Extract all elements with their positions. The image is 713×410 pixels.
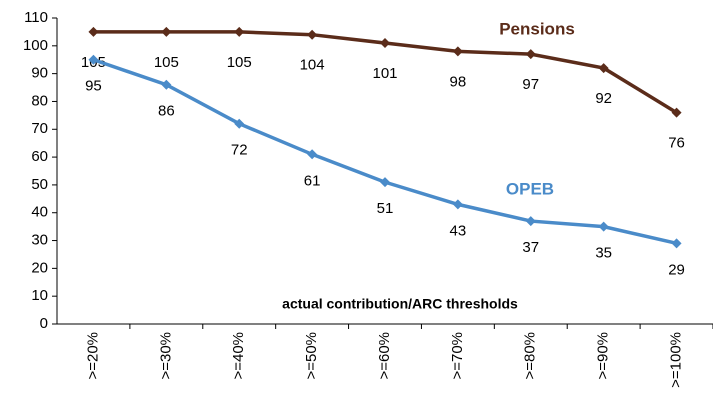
marker (380, 38, 390, 49)
y-tick-label: 20 (31, 259, 48, 276)
x-tick-label: >=100% (668, 332, 685, 388)
marker (88, 54, 99, 65)
marker (380, 177, 390, 188)
y-tick-label: 90 (31, 65, 48, 82)
y-tick-label: 50 (31, 176, 48, 193)
data-label: 76 (668, 135, 685, 152)
marker (234, 118, 245, 129)
y-tick-label: 60 (31, 148, 48, 165)
data-label: 105 (154, 54, 179, 71)
y-tick-label: 100 (23, 37, 48, 54)
marker (307, 149, 318, 160)
x-tick-label: >=50% (303, 332, 320, 380)
data-label: 61 (304, 172, 321, 189)
series-label: Pensions (499, 19, 575, 38)
series-label: OPEB (506, 179, 554, 198)
x-tick-label: >=80% (522, 332, 539, 380)
data-label: 35 (595, 245, 612, 262)
data-label: 37 (522, 239, 539, 256)
x-tick-label: >=30% (157, 332, 174, 380)
data-label: 92 (595, 90, 612, 107)
data-label: 43 (450, 222, 467, 239)
x-tick-label: >=40% (230, 332, 247, 380)
marker (161, 26, 172, 37)
y-tick-label: 0 (40, 315, 48, 332)
data-label: 72 (231, 142, 248, 159)
x-tick-label: >=60% (376, 332, 393, 380)
data-label: 98 (450, 73, 467, 90)
marker (525, 49, 536, 60)
y-tick-label: 10 (31, 287, 48, 304)
marker (452, 199, 463, 210)
marker (598, 63, 609, 74)
data-label: 101 (372, 65, 397, 82)
marker (671, 238, 682, 249)
x-axis-label: actual contribution/ARC thresholds (282, 296, 518, 312)
y-tick-label: 80 (31, 92, 48, 109)
x-tick-label: >=70% (449, 332, 466, 380)
data-label: 95 (85, 78, 102, 95)
y-tick-label: 110 (24, 9, 48, 26)
marker (598, 221, 609, 232)
y-tick-label: 70 (31, 120, 48, 137)
data-label: 104 (300, 57, 325, 74)
marker (307, 29, 318, 40)
data-label: 86 (158, 103, 175, 120)
marker (525, 216, 536, 227)
data-label: 29 (668, 261, 685, 278)
marker (161, 79, 172, 90)
data-label: 105 (227, 54, 252, 71)
x-tick-label: >=90% (595, 332, 612, 380)
data-label: 51 (377, 200, 394, 217)
y-tick-label: 30 (31, 232, 48, 249)
y-tick-label: 40 (31, 204, 48, 221)
marker (234, 26, 245, 37)
marker (88, 26, 99, 37)
marker (452, 46, 463, 57)
x-tick-label: >=20% (84, 332, 101, 380)
marker (671, 107, 682, 118)
data-label: 97 (522, 76, 539, 93)
